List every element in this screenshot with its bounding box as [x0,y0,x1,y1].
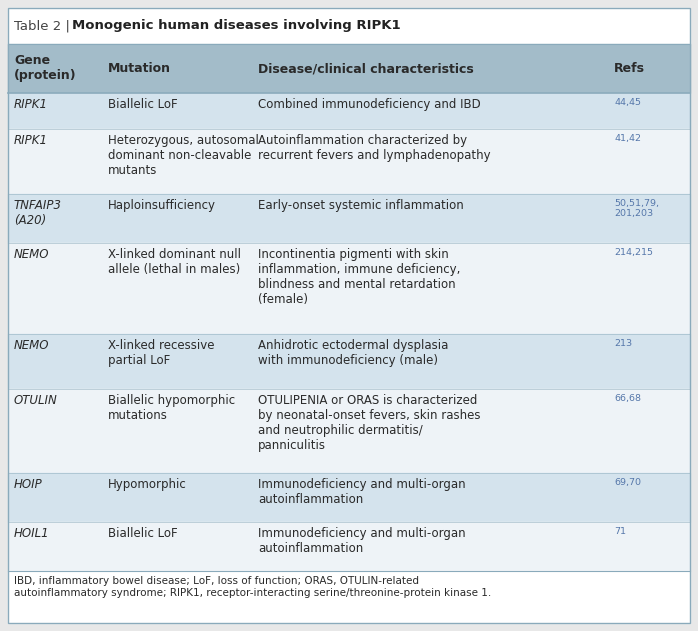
Bar [8,473,690,522]
Text: RIPK1: RIPK1 [14,134,48,147]
Text: 41,42: 41,42 [614,134,641,143]
Text: 44,45: 44,45 [614,98,641,107]
Text: RIPK1: RIPK1 [14,98,48,111]
Text: IBD, inflammatory bowel disease; LoF, loss of function; ORAS, OTULIN-related
aut: IBD, inflammatory bowel disease; LoF, lo… [14,576,491,598]
Text: Combined immunodeficiency and IBD: Combined immunodeficiency and IBD [258,98,481,111]
Text: Disease/clinical characteristics: Disease/clinical characteristics [258,62,474,75]
Text: Biallelic LoF: Biallelic LoF [108,527,178,540]
Text: Refs: Refs [614,62,645,75]
Text: 69,70: 69,70 [614,478,641,487]
Text: Anhidrotic ectodermal dysplasia
with immunodeficiency (male): Anhidrotic ectodermal dysplasia with imm… [258,339,449,367]
Text: NEMO: NEMO [14,248,50,261]
Text: 214,215: 214,215 [614,248,653,257]
Text: Hypomorphic: Hypomorphic [108,478,187,491]
Bar [8,522,690,571]
Text: OTULIN: OTULIN [14,394,58,407]
Bar [8,194,690,243]
Text: 66,68: 66,68 [614,394,641,403]
Text: HOIL1: HOIL1 [14,527,50,540]
Text: Heterozygous, autosomal
dominant non-cleavable
mutants: Heterozygous, autosomal dominant non-cle… [108,134,259,177]
Text: Immunodeficiency and multi-organ
autoinflammation: Immunodeficiency and multi-organ autoinf… [258,527,466,555]
Text: Biallelic LoF: Biallelic LoF [108,98,178,111]
Text: HOIP: HOIP [14,478,43,491]
Text: 50,51,79,
201,203: 50,51,79, 201,203 [614,199,659,218]
Text: Monogenic human diseases involving RIPK1: Monogenic human diseases involving RIPK1 [72,20,401,33]
Text: Haploinsufficiency: Haploinsufficiency [108,199,216,212]
Text: NEMO: NEMO [14,339,50,352]
Text: Mutation: Mutation [108,62,171,75]
Text: Immunodeficiency and multi-organ
autoinflammation: Immunodeficiency and multi-organ autoinf… [258,478,466,506]
Bar [8,243,690,334]
Bar [8,8,690,44]
Text: X-linked dominant null
allele (lethal in males): X-linked dominant null allele (lethal in… [108,248,241,276]
Text: Biallelic hypomorphic
mutations: Biallelic hypomorphic mutations [108,394,235,422]
Bar [8,571,690,623]
Bar [8,93,690,129]
Bar [8,334,690,389]
Text: 71: 71 [614,527,626,536]
Bar [8,389,690,473]
Text: Autoinflammation characterized by
recurrent fevers and lymphadenopathy: Autoinflammation characterized by recurr… [258,134,491,162]
Text: Early-onset systemic inflammation: Early-onset systemic inflammation [258,199,464,212]
Text: Incontinentia pigmenti with skin
inflammation, immune deficiency,
blindness and : Incontinentia pigmenti with skin inflamm… [258,248,461,306]
Text: OTULIPENIA or ORAS is characterized
by neonatal-onset fevers, skin rashes
and ne: OTULIPENIA or ORAS is characterized by n… [258,394,481,452]
Bar [8,44,690,93]
Text: 213: 213 [614,339,632,348]
Text: X-linked recessive
partial LoF: X-linked recessive partial LoF [108,339,214,367]
Text: TNFAIP3
(A20): TNFAIP3 (A20) [14,199,62,227]
Text: Table 2 |: Table 2 | [14,20,74,33]
Bar [8,129,690,194]
Text: Gene
(protein): Gene (protein) [14,54,77,83]
